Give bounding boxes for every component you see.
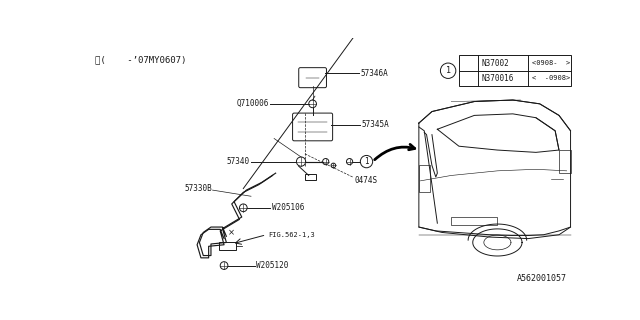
Text: 57330B: 57330B [185,184,212,193]
Bar [451,217,497,225]
Text: 1: 1 [445,66,451,75]
Text: A562001057: A562001057 [516,274,566,283]
Text: FIG.562-1,3: FIG.562-1,3 [268,232,315,238]
Text: ※(    -’07MY0607): ※( -’07MY0607) [95,55,187,64]
Text: Q710006: Q710006 [236,99,269,108]
Text: N370016: N370016 [482,74,515,83]
Text: 1: 1 [364,157,369,166]
Text: ×: × [228,229,236,238]
Bar [305,174,316,180]
Text: W205120: W205120 [257,261,289,270]
Bar [559,150,570,173]
Text: 57346A: 57346A [360,68,388,77]
Text: 57340: 57340 [227,157,250,166]
Text: 0474S: 0474S [355,176,378,185]
Text: <  -0908>: < -0908> [532,76,570,81]
Bar [459,55,570,86]
Text: 57345A: 57345A [362,120,390,129]
Text: W205106: W205106 [272,203,304,212]
Text: N37002: N37002 [482,59,509,68]
Bar [220,243,236,250]
Text: <0908-  >: <0908- > [532,60,570,66]
Bar [419,165,431,192]
